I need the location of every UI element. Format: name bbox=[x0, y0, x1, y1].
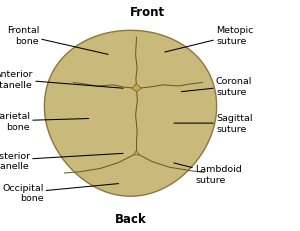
Text: Lambdoid
suture: Lambdoid suture bbox=[174, 163, 242, 184]
Text: Coronal
suture: Coronal suture bbox=[182, 77, 252, 96]
Text: Back: Back bbox=[115, 212, 146, 225]
Text: Front: Front bbox=[129, 6, 165, 19]
Text: Occipital
bone: Occipital bone bbox=[2, 183, 118, 203]
Text: Sagittal
suture: Sagittal suture bbox=[174, 114, 253, 133]
Polygon shape bbox=[134, 151, 140, 155]
Text: Parietal
bone: Parietal bone bbox=[0, 112, 88, 131]
Text: Anterior
fontanelle: Anterior fontanelle bbox=[0, 70, 123, 89]
Polygon shape bbox=[132, 84, 141, 92]
Text: Frontal
bone: Frontal bone bbox=[7, 26, 108, 55]
Polygon shape bbox=[44, 31, 217, 196]
Text: Posterior
fontanelle: Posterior fontanelle bbox=[0, 151, 123, 170]
Text: Metopic
suture: Metopic suture bbox=[165, 26, 253, 53]
